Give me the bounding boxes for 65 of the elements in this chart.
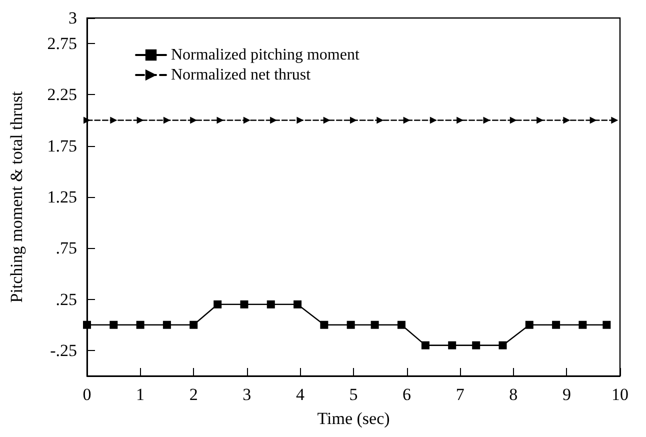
y-tick-label: 1.25	[47, 188, 77, 206]
y-tick-label: -.25	[50, 340, 77, 360]
x-tick-label: 9	[562, 385, 571, 404]
point	[510, 116, 517, 124]
y-tick-label: 2.25	[47, 85, 77, 104]
point	[270, 116, 278, 124]
point	[448, 341, 456, 350]
y-axis-title: Pitching moment & total thrust	[7, 90, 26, 303]
x-tick-label: 10	[612, 385, 628, 404]
x-axis-title: Time (sec)	[317, 409, 390, 428]
x-tick-label: 5	[349, 385, 358, 404]
point	[370, 320, 379, 329]
point	[552, 320, 560, 329]
point	[84, 116, 90, 124]
y-tick-label: .25	[56, 290, 77, 309]
legend-label: Normalized pitching moment	[171, 46, 360, 64]
point	[578, 320, 587, 329]
point	[525, 320, 534, 329]
point	[350, 116, 357, 124]
point	[136, 116, 144, 124]
point	[456, 116, 464, 124]
point	[214, 300, 222, 308]
y-tick-label: 1.75	[47, 136, 77, 156]
point	[403, 116, 410, 124]
point	[376, 116, 384, 124]
point	[163, 116, 170, 124]
point	[498, 341, 507, 350]
point	[430, 116, 437, 124]
point	[346, 320, 355, 329]
point	[294, 300, 302, 308]
y-tick-label: 3	[68, 8, 77, 28]
x-tick-label: 1	[136, 385, 145, 404]
point	[483, 116, 490, 124]
point	[136, 320, 144, 329]
x-tick-label: 8	[509, 385, 518, 404]
point	[243, 116, 250, 124]
point	[83, 320, 91, 329]
legend-label: Normalized net thrust	[171, 66, 312, 84]
point	[110, 320, 118, 329]
point	[323, 116, 330, 124]
y-tick-label: .75	[56, 238, 77, 258]
point	[240, 300, 248, 308]
point	[320, 320, 328, 329]
point	[216, 116, 224, 124]
y-tick-label: 2.75	[47, 34, 77, 54]
point	[536, 116, 544, 124]
x-tick-label: 0	[82, 385, 92, 404]
point	[472, 341, 480, 350]
point	[266, 300, 275, 308]
point	[590, 116, 597, 124]
point	[421, 341, 430, 350]
point	[296, 116, 304, 124]
x-tick-label: 6	[402, 385, 412, 404]
point	[563, 116, 570, 124]
point	[162, 320, 171, 329]
point	[602, 320, 611, 329]
x-tick-label: 7	[456, 385, 465, 404]
x-tick-label: 2	[189, 385, 198, 404]
point	[190, 320, 198, 329]
point	[110, 116, 118, 124]
x-tick-label: 3	[242, 385, 252, 404]
x-tick-label: 4	[296, 385, 305, 404]
point	[190, 116, 198, 124]
point	[397, 320, 406, 329]
point	[611, 116, 618, 124]
